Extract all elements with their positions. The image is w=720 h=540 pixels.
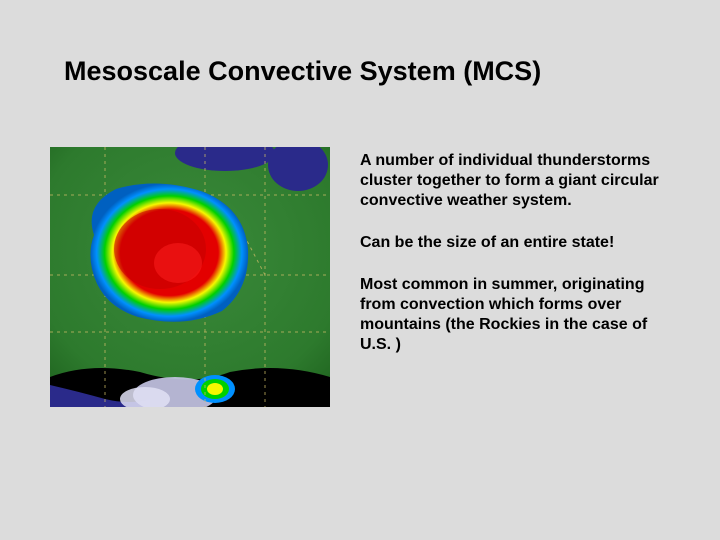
paragraph-1: A number of individual thunderstorms clu… (360, 151, 670, 211)
content-row: A number of individual thunderstorms clu… (50, 147, 670, 407)
radar-map-svg (50, 147, 330, 407)
text-column: A number of individual thunderstorms clu… (360, 147, 670, 377)
slide-container: Mesoscale Convective System (MCS) (0, 0, 720, 540)
slide-title: Mesoscale Convective System (MCS) (64, 56, 670, 87)
paragraph-3: Most common in summer, originating from … (360, 275, 670, 355)
paragraph-2: Can be the size of an entire state! (360, 233, 670, 253)
mcs-radar-image (50, 147, 330, 407)
